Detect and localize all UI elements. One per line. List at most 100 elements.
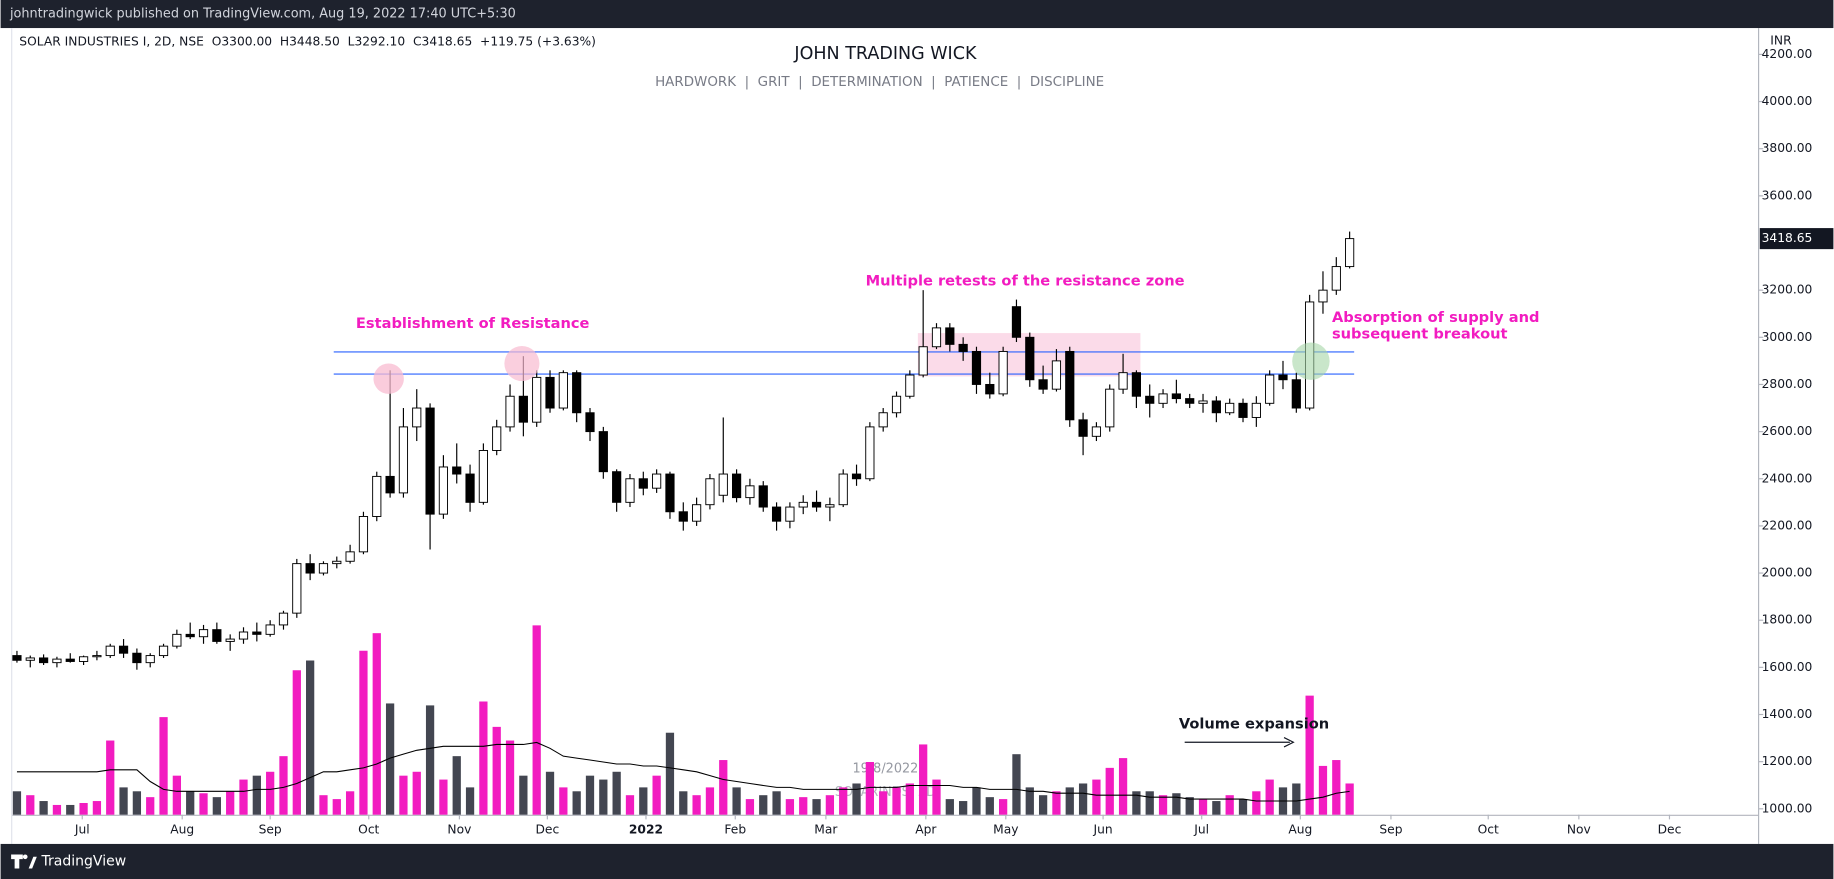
annotation: Multiple retests of the resistance zone — [866, 273, 1185, 290]
candle-body — [758, 485, 768, 508]
chart-subtitle: HARDWORK | GRIT | DETERMINATION | PATIEN… — [655, 75, 1104, 90]
candle-body — [78, 656, 89, 662]
x-tick-label: May — [993, 822, 1018, 836]
volume-bar — [1158, 795, 1168, 815]
candle-body — [25, 657, 35, 661]
candle-body — [865, 426, 875, 480]
volume-bar — [1012, 754, 1021, 815]
candle-body — [1171, 393, 1181, 400]
x-tick-label: Mar — [814, 822, 838, 836]
candle-body — [1318, 289, 1328, 303]
volume-bar — [492, 726, 501, 815]
candle-body — [465, 473, 475, 503]
candle-body — [1331, 266, 1341, 291]
volume-bar — [919, 744, 928, 815]
candle-body — [1038, 379, 1048, 390]
volume-bar — [759, 795, 768, 815]
y-tick-label: 2800.00 — [1762, 377, 1813, 391]
volume-bar — [1105, 767, 1114, 815]
candle-body — [998, 350, 1008, 395]
volume-bar — [159, 717, 168, 815]
volume-bar — [479, 701, 488, 815]
x-tick-label: Sep — [1379, 822, 1402, 836]
candle-body — [1345, 238, 1355, 268]
candle-body — [225, 638, 235, 642]
volume-bar — [345, 791, 355, 815]
volume-bar — [1145, 791, 1154, 815]
volume-bar — [852, 783, 861, 815]
volume-bar — [679, 791, 688, 815]
candle-body — [12, 655, 22, 661]
volume-bar — [652, 775, 661, 815]
candle-body — [105, 645, 115, 657]
candle-body — [918, 346, 928, 376]
chart-title: JOHN TRADING WICK — [793, 44, 977, 64]
x-tick-label: Oct — [358, 822, 379, 836]
volume-bar — [599, 779, 608, 815]
candle-body — [945, 327, 955, 345]
plot — [12, 231, 1355, 815]
volume-bar — [199, 793, 208, 815]
candle-body — [478, 450, 488, 503]
candle-body — [1238, 402, 1248, 418]
candle-body — [1158, 393, 1168, 404]
y-tick-label: 1600.00 — [1762, 660, 1813, 674]
annotation: Establishment of Resistance — [356, 315, 590, 332]
highlight-circle — [373, 363, 404, 394]
candle-body — [1251, 402, 1261, 418]
volume-bar — [146, 797, 155, 815]
volume-bar — [172, 775, 182, 815]
candle-body — [731, 473, 742, 499]
volume-bar — [972, 787, 981, 815]
candle-body — [92, 655, 102, 658]
x-tick-label: Apr — [915, 822, 937, 836]
candle-body — [1198, 400, 1208, 404]
volume-bar — [772, 791, 781, 815]
candle-body — [318, 563, 329, 574]
candle-body — [39, 657, 49, 664]
volume-bar — [1225, 795, 1234, 815]
candle-body — [65, 658, 75, 662]
volume-ma-line — [16, 741, 1350, 802]
candle-body — [825, 504, 835, 508]
volume-bar — [279, 756, 288, 815]
candle-body — [1065, 350, 1075, 421]
candle-body — [931, 327, 942, 348]
candle-body — [292, 563, 302, 614]
candle-body — [358, 516, 369, 553]
candle-body — [678, 511, 688, 522]
volume-bar — [306, 660, 315, 815]
y-tick-label: 1000.00 — [1762, 801, 1813, 815]
volume-bar — [612, 771, 621, 815]
candle-body — [372, 475, 382, 517]
candle-body — [252, 631, 262, 635]
volume-bar — [732, 787, 741, 815]
candle-body — [771, 506, 782, 522]
x-tick-label: 2022 — [629, 822, 663, 836]
symbol-line: SOLAR INDUSTRIES I, 2D, NSE O3300.00 H34… — [19, 35, 596, 49]
candle-body — [212, 629, 222, 642]
candle-body — [518, 395, 528, 423]
candle-body — [798, 501, 808, 508]
candle-body — [665, 473, 675, 513]
volume-bar — [1238, 799, 1248, 815]
highlight-circle — [1292, 342, 1330, 380]
candle-body — [398, 426, 409, 494]
x-tick-label: Dec — [535, 822, 559, 836]
x-tick-label: Nov — [1567, 822, 1591, 836]
candle-body — [785, 506, 795, 522]
candle-body — [971, 350, 982, 385]
volume-bar — [825, 795, 835, 815]
volume-bar — [745, 799, 755, 815]
annotation: subsequent breakout — [1332, 325, 1508, 342]
candle-body — [238, 631, 249, 640]
candle-body — [185, 633, 195, 638]
candle-body — [158, 645, 169, 657]
y-tick-label: 2000.00 — [1762, 566, 1813, 580]
volume-bar — [692, 795, 701, 815]
volume-bar — [905, 783, 914, 815]
volume-bar — [1052, 791, 1061, 815]
volume-bar — [1025, 787, 1034, 815]
x-tick-label: Feb — [724, 822, 746, 836]
volume-bar — [998, 799, 1008, 815]
